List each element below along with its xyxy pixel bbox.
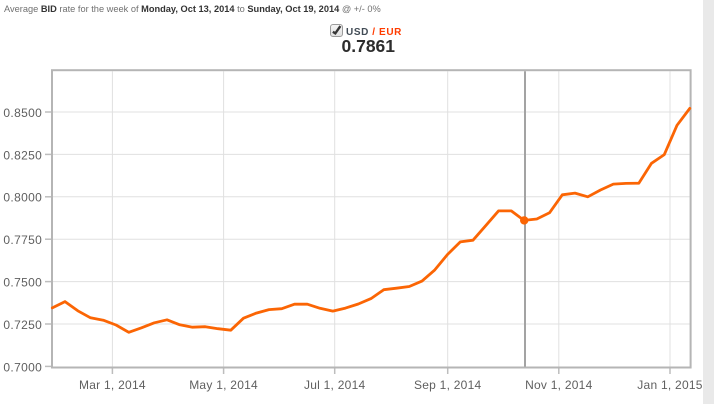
svg-text:0.8500: 0.8500 [3,106,42,120]
svg-text:Nov 1, 2014: Nov 1, 2014 [525,378,593,392]
svg-text:0.7250: 0.7250 [3,318,42,332]
svg-text:Mar 1, 2014: Mar 1, 2014 [79,378,146,392]
svg-text:0.7000: 0.7000 [3,360,42,374]
svg-text:0.8000: 0.8000 [3,191,42,205]
svg-text:Sep 1, 2014: Sep 1, 2014 [414,378,482,392]
svg-text:0.7750: 0.7750 [3,233,42,247]
svg-text:May 1, 2014: May 1, 2014 [189,378,258,392]
svg-text:0.7500: 0.7500 [3,276,42,290]
svg-text:Jan 1, 2015: Jan 1, 2015 [637,378,703,392]
svg-text:0.8250: 0.8250 [3,148,42,162]
svg-text:Jul 1, 2014: Jul 1, 2014 [304,378,366,392]
